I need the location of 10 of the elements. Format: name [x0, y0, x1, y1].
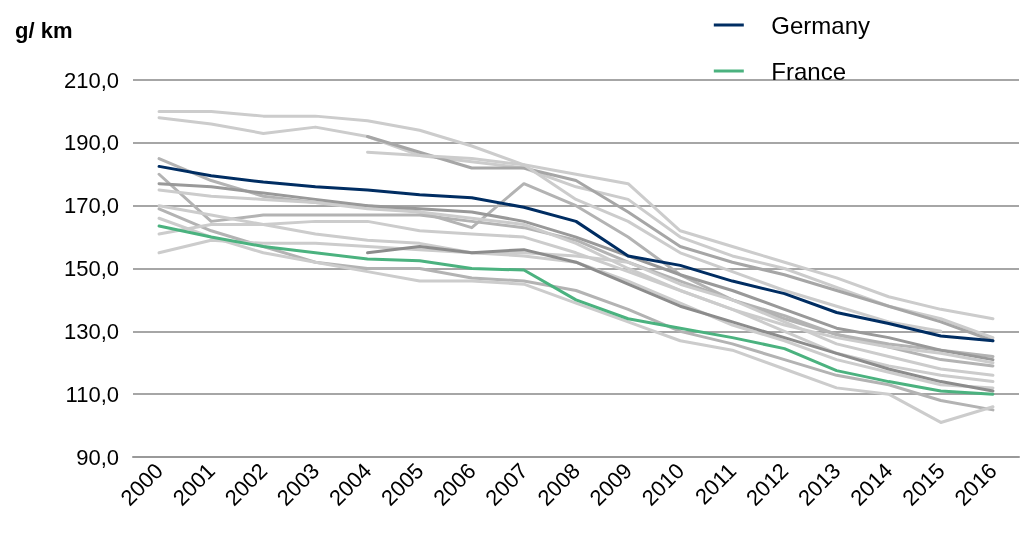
y-tick-label: 150,0 — [63, 256, 119, 281]
legend-label: Germany — [771, 11, 871, 39]
legend-label: France — [771, 57, 847, 85]
y-tick-label: 170,0 — [63, 193, 119, 219]
y-tick-label: 130,0 — [63, 318, 119, 344]
y-tick-label: 110,0 — [65, 381, 119, 407]
y-tick-label: 190,0 — [63, 130, 119, 156]
y-tick-label: 90,0 — [76, 444, 119, 470]
y-tick-label: 210,0 — [63, 67, 119, 93]
y-axis-title: g/ km — [15, 17, 73, 43]
